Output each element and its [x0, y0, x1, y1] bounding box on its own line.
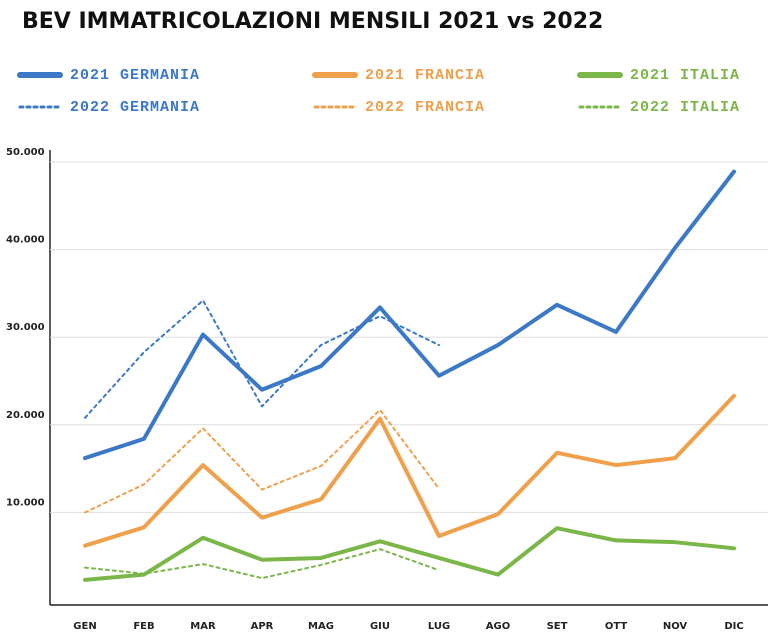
series-line: [83, 393, 736, 548]
series-line: [83, 526, 736, 582]
series-line: [84, 548, 440, 580]
legend-label: 2021 GERMANIA: [70, 67, 200, 84]
legend-label: 2021 ITALIA: [630, 67, 740, 84]
series-line: [84, 299, 440, 419]
y-tick-label: 30.000: [6, 322, 45, 333]
x-tick-label: MAG: [308, 621, 334, 632]
y-tick-label: 10.000: [6, 497, 45, 508]
legend-label: 2022 ITALIA: [630, 99, 740, 116]
x-tick-label: AGO: [486, 621, 510, 632]
x-tick-label: APR: [251, 621, 274, 632]
chart-title: BEV IMMATRICOLAZIONI MENSILI 2021 vs 202…: [22, 9, 603, 34]
legend-label: 2021 FRANCIA: [365, 67, 485, 84]
x-tick-label: FEB: [133, 621, 154, 632]
x-tick-label: MAR: [190, 621, 216, 632]
y-tick-label: 40.000: [6, 235, 45, 246]
y-tick-label: 20.000: [6, 410, 45, 421]
x-tick-label: SET: [547, 621, 568, 632]
x-tick-label: NOV: [663, 621, 688, 632]
x-tick-label: GIU: [370, 621, 390, 632]
x-tick-label: GEN: [73, 621, 96, 632]
x-tick-label: LUG: [428, 621, 450, 632]
x-tick-label: DIC: [724, 621, 743, 632]
legend-label: 2022 FRANCIA: [365, 99, 485, 116]
y-tick-label: 50.000: [6, 147, 45, 158]
series-line: [83, 169, 736, 461]
x-tick-label: OTT: [605, 621, 628, 632]
series-line: [84, 408, 440, 514]
legend-label: 2022 GERMANIA: [70, 99, 200, 116]
